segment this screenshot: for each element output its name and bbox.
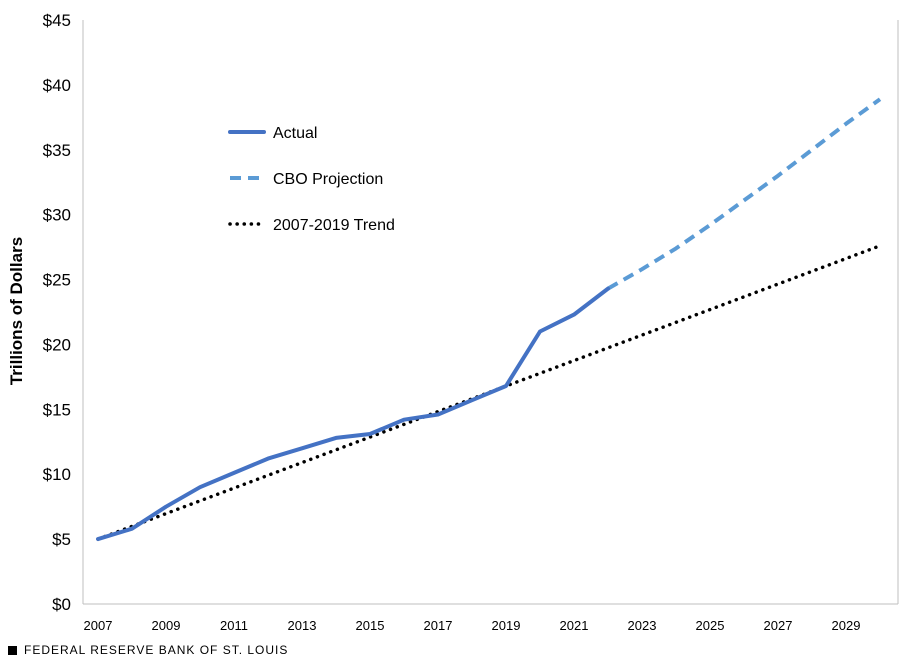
footer-source: FEDERAL RESERVE BANK OF ST. LOUIS (24, 643, 289, 657)
y-tick-label: $45 (43, 11, 71, 30)
line-chart: $0 $5 $10 $15 $20 $25 $30 $35 $40 $45 2007 2009 201… (7, 11, 899, 633)
series-line-1 (607, 97, 882, 291)
y-tick-label: $35 (43, 141, 71, 160)
y-tick-label: $10 (43, 465, 71, 484)
x-tick-label: 2029 (832, 618, 861, 633)
x-tick-label: 2011 (220, 618, 248, 633)
y-tick-label: $20 (43, 335, 71, 354)
legend-label: Actual (273, 125, 317, 142)
x-tick-label: 2015 (356, 618, 385, 633)
legend-label: CBO Projection (273, 171, 383, 188)
y-tick-label: $25 (43, 271, 71, 290)
x-tick-label: 2017 (424, 618, 453, 633)
x-tick-label: 2025 (696, 618, 725, 633)
series-layer (96, 97, 882, 542)
y-tick-label: $40 (43, 76, 71, 95)
series-line-0 (96, 286, 610, 542)
y-axis-ticks: $0 $5 $10 $15 $20 $25 $30 $35 $40 $45 (43, 11, 71, 614)
x-axis-ticks: 2007 2009 2011 2013 2015 2017 2019 2021 2023 2025… (84, 618, 861, 633)
y-axis-title: Trillions of Dollars (7, 237, 26, 385)
y-tick-label: $0 (52, 595, 71, 614)
x-tick-label: 2009 (152, 618, 181, 633)
x-tick-label: 2013 (288, 618, 317, 633)
y-tick-label: $5 (52, 530, 71, 549)
y-tick-label: $15 (43, 400, 71, 419)
x-tick-label: 2023 (628, 618, 657, 633)
legend: Actual CBO Projection 2007-2019 Trend (228, 125, 395, 234)
y-tick-label: $30 (43, 206, 71, 225)
x-tick-label: 2021 (560, 618, 589, 633)
legend-label: 2007-2019 Trend (273, 217, 395, 234)
chart-axes (82, 20, 899, 605)
x-tick-label: 2007 (84, 618, 113, 633)
square-icon (8, 645, 17, 655)
x-tick-label: 2027 (764, 618, 793, 633)
footer: FEDERAL RESERVE BANK OF ST. LOUIS (8, 641, 288, 659)
x-tick-label: 2019 (492, 618, 521, 633)
